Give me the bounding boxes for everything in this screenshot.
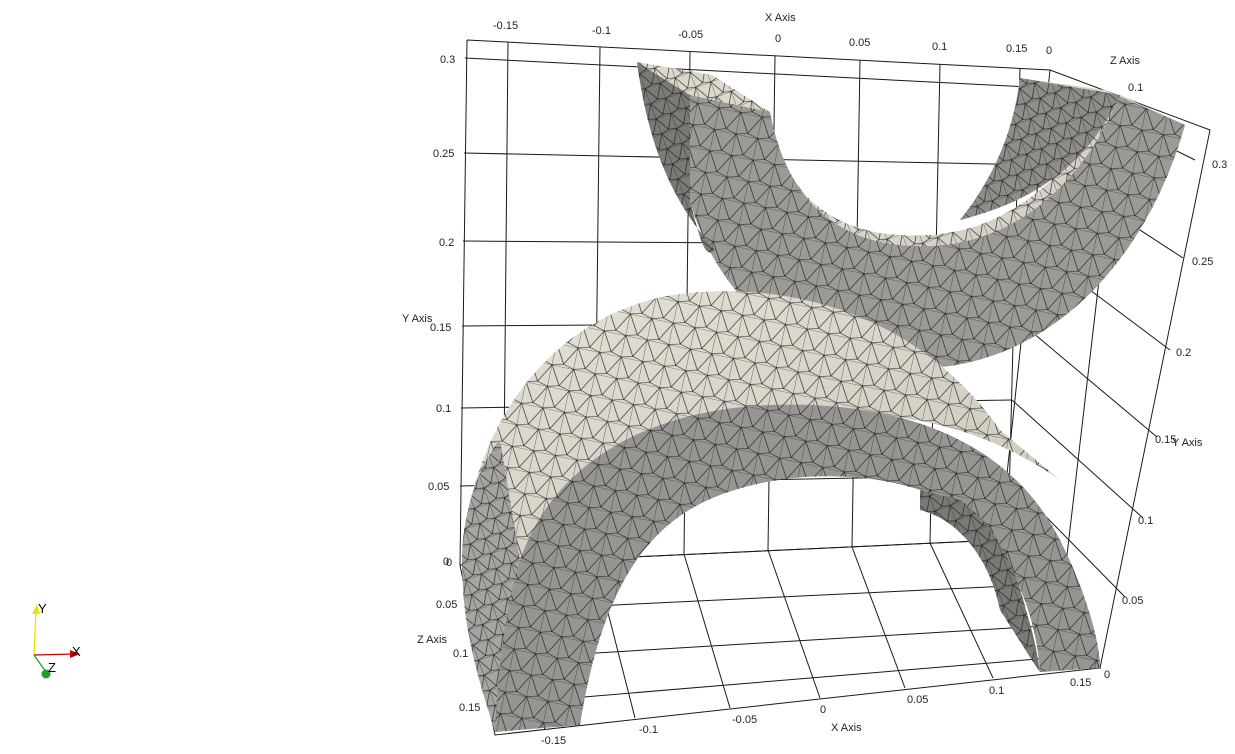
z-tick-label: 0: [446, 557, 452, 569]
y-tick-label: 0.15: [1155, 434, 1176, 446]
y-tick-label: 0.25: [1192, 256, 1213, 268]
x-tick-label: -0.05: [732, 714, 757, 726]
x-axis-bottom-labels: -0.15 -0.1 -0.05 0 X Axis 0.05 0.1 0.15: [541, 677, 1091, 747]
mesh-overlay: [690, 95, 1185, 369]
x-arrow-head: [70, 650, 80, 658]
z-axis-left-labels: 0 0.05 Z Axis 0.1 0.15: [417, 557, 480, 714]
x-axis-top-labels: X Axis -0.15 -0.1 -0.05 0 0.05 0.1 0.15: [493, 12, 1027, 55]
y-tick-label: 0.05: [1122, 595, 1143, 607]
mesh-overlay: [637, 62, 715, 253]
y-tick-label: 0.2: [439, 237, 454, 249]
y-tick-label: 0: [443, 556, 449, 568]
x-axis-arrow: [33, 653, 75, 656]
grid-line: [1011, 399, 1144, 519]
mesh-geometry[interactable]: [462, 62, 1185, 732]
mesh-overlay: [495, 404, 1100, 732]
y-tick-label: 0.2: [1176, 347, 1191, 359]
x-tick-label: 0.05: [907, 694, 928, 706]
x-tick-label: 0: [820, 704, 826, 716]
mesh-overlay: [637, 62, 770, 112]
y-axis-title-left: Y Axis: [402, 313, 433, 325]
mesh-overlay: [462, 440, 520, 732]
grid-line: [929, 542, 994, 679]
z-tick-label: 0.05: [436, 599, 457, 611]
y-axis-right-labels: 0.3 0.25 0.2 0.15 Y Axis 0.1 0.05 0: [1104, 159, 1227, 681]
x-tick-label: 0.15: [1006, 43, 1027, 55]
grid-line: [851, 546, 906, 689]
x-tick-label: 0.05: [849, 37, 870, 49]
z-tick-label: 0.1: [1128, 82, 1143, 94]
z-tick-label: 0: [1046, 45, 1052, 57]
y-tick-label: 0: [1104, 669, 1110, 681]
z-tick-label: 0.1: [453, 648, 468, 660]
grid-line: [464, 57, 1049, 89]
mesh-overlay: [960, 78, 1120, 220]
z-axis-head: [41, 669, 51, 679]
x-tick-label: -0.1: [592, 25, 611, 37]
y-tick-label: 0.25: [433, 148, 454, 160]
x-axis-title-top: X Axis: [765, 12, 796, 24]
x-axis-label: X: [72, 644, 81, 659]
z-axis-title-left: Z Axis: [417, 634, 447, 646]
y-tick-label: 0.15: [430, 322, 451, 334]
grid-line: [767, 549, 821, 699]
x-tick-label: 0.15: [1070, 677, 1091, 689]
x-tick-label: -0.15: [541, 735, 566, 747]
y-axis-label: Y: [38, 601, 47, 616]
y-axis-arrow: [33, 608, 37, 656]
x-tick-label: -0.15: [493, 20, 518, 32]
y-axis-title-right: Y Axis: [1172, 437, 1203, 449]
x-axis-title-bottom: X Axis: [831, 722, 862, 734]
y-tick-label: 0.1: [436, 403, 451, 415]
grid-line: [1019, 321, 1158, 438]
x-tick-label: 0.1: [932, 41, 947, 53]
y-arrow-head: [32, 604, 40, 614]
y-tick-label: 0.05: [428, 481, 449, 493]
z-tick-label: 0.15: [459, 702, 480, 714]
y-tick-label: 0.3: [1212, 159, 1227, 171]
x-tick-label: 0: [775, 33, 781, 45]
z-axis-arrow: [33, 654, 47, 673]
x-tick-label: 0.1: [989, 685, 1004, 697]
grid-line: [683, 553, 731, 709]
x-tick-label: -0.1: [639, 724, 658, 736]
z-axis-title-top: Z Axis: [1110, 55, 1140, 67]
x-tick-label: -0.05: [678, 29, 703, 41]
mesh-overlay: [920, 490, 1035, 665]
upper-half-ring[interactable]: [637, 62, 1185, 369]
orientation-axes-widget[interactable]: Y X Z: [32, 601, 81, 679]
y-tick-label: 0.1: [1138, 515, 1153, 527]
z-axis-label: Z: [48, 660, 56, 675]
lower-half-ring[interactable]: [462, 291, 1100, 732]
y-tick-label: 0.3: [440, 54, 455, 66]
grid-line: [487, 654, 1086, 706]
z-axis-top-labels: 0 Z Axis 0.1: [1046, 45, 1143, 94]
y-axis-left-labels: 0.3 0.25 0.2 Y Axis 0.15 0.1 0.05 0: [402, 54, 455, 568]
